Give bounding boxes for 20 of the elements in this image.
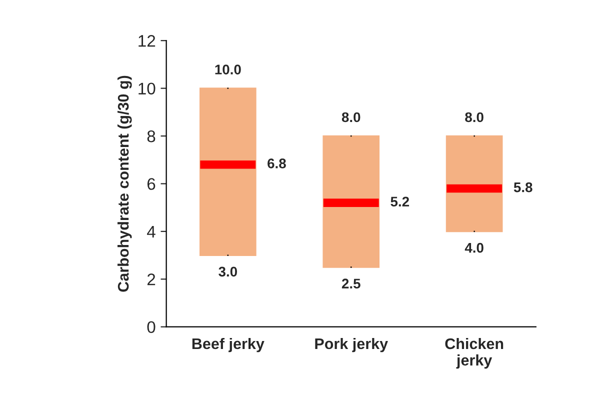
annotation: 4.0 <box>464 242 484 253</box>
annotation: 8.0 <box>342 112 360 122</box>
annotation: 8.0 <box>465 112 484 122</box>
annotation: 6.8 <box>268 158 286 168</box>
y-tick-label: 12 <box>138 35 156 47</box>
annotation: 2.5 <box>342 278 360 289</box>
annotation: 5.2 <box>390 196 410 207</box>
annotation: 10.0 <box>215 64 241 74</box>
annotation: 3.0 <box>218 266 238 277</box>
annotation: 5.8 <box>514 182 532 192</box>
y-axis-title: Carbohydrate content (g/30 g) <box>118 76 132 292</box>
y-tick-label: 8 <box>147 130 156 142</box>
x-tick-label: Pork jerky <box>315 338 388 352</box>
y-tick-label: 4 <box>147 226 156 238</box>
y-tick-label: 6 <box>147 178 156 190</box>
y-tick-label: 2 <box>147 274 156 286</box>
x-tick-label: Beef jerky <box>192 338 264 352</box>
y-tick-label: 10 <box>138 82 156 95</box>
x-tick-label: Chicken jerky <box>445 338 504 369</box>
y-tick-label: 0 <box>147 321 156 334</box>
